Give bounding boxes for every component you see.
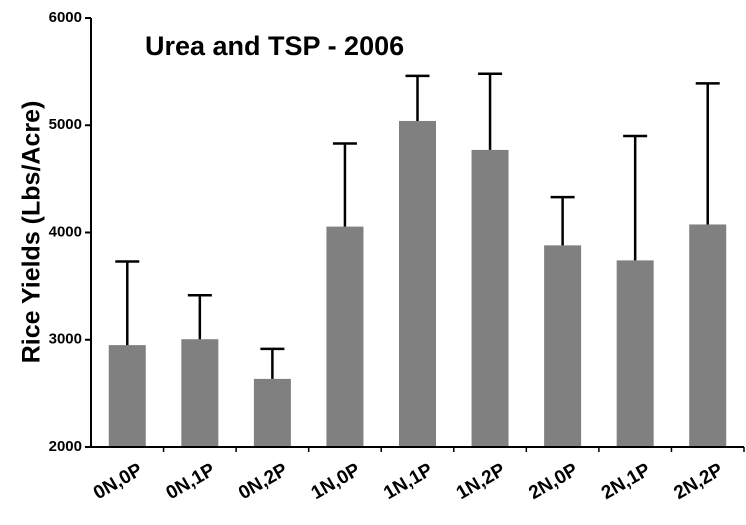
bar (616, 260, 654, 447)
x-tick-label: 2N,1P (598, 459, 655, 504)
bar (689, 224, 727, 447)
bar (108, 345, 146, 447)
error-bar (695, 82, 720, 225)
error-bar (623, 134, 648, 261)
x-tick-label: 2N,0P (525, 459, 582, 504)
error-bar (405, 74, 430, 121)
bar (471, 149, 509, 448)
y-axis-label: Rice Yields (Lbs/Acre) (18, 101, 46, 364)
y-tick-label: 2000 (49, 438, 82, 455)
axes (90, 18, 744, 448)
x-tick-label: 2N,2P (670, 459, 727, 504)
y-tick-label: 4000 (49, 223, 82, 240)
bar (181, 339, 219, 447)
x-tick-label: 1N,2P (453, 459, 510, 504)
error-bar (332, 142, 357, 227)
bar (399, 120, 436, 448)
y-tick-label: 6000 (49, 9, 82, 26)
error-bar (478, 72, 503, 150)
x-tick-label: 0N,1P (163, 459, 220, 504)
bar (544, 245, 582, 447)
error-bar (260, 347, 285, 379)
bar (253, 378, 291, 447)
x-tick-label: 1N,1P (380, 459, 437, 504)
y-tick-label: 3000 (49, 331, 82, 348)
chart-title: Urea and TSP - 2006 (145, 31, 404, 61)
error-bar (187, 293, 212, 340)
bar (326, 226, 364, 447)
error-bar (115, 260, 140, 346)
y-tick-label: 5000 (49, 116, 82, 133)
x-tick-label: 1N,0P (308, 459, 365, 504)
x-tick-label: 0N,0P (90, 459, 147, 504)
error-bar (550, 195, 575, 246)
x-tick-label: 0N,2P (235, 459, 292, 504)
